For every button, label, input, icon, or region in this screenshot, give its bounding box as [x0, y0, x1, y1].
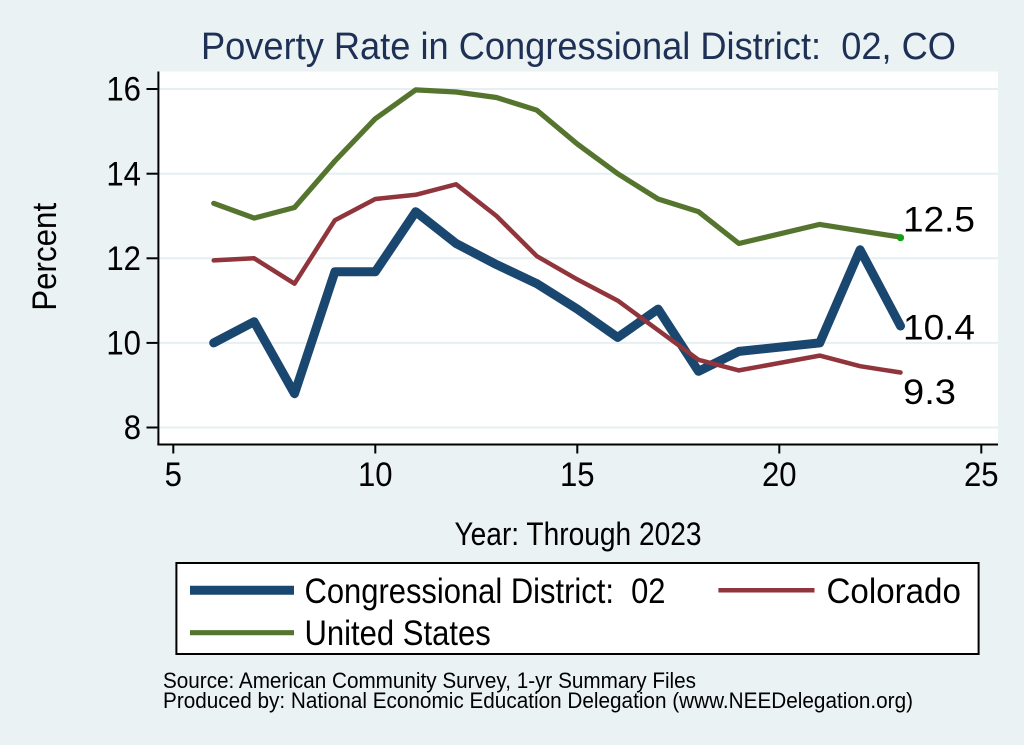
- svg-text:25: 25: [964, 456, 999, 494]
- svg-text:Source: American Community Sur: Source: American Community Survey, 1-yr …: [163, 668, 696, 693]
- svg-text:10: 10: [106, 325, 141, 363]
- svg-text:8: 8: [124, 409, 141, 447]
- svg-text:Year: Through 2023: Year: Through 2023: [455, 515, 702, 552]
- svg-text:Produced by: National Economic: Produced by: National Economic Education…: [163, 688, 913, 713]
- svg-text:10: 10: [358, 456, 393, 494]
- svg-text:12: 12: [106, 240, 141, 278]
- svg-text:9.3: 9.3: [903, 373, 956, 412]
- svg-text:16: 16: [106, 71, 141, 109]
- svg-text:Poverty Rate in Congressional: Poverty Rate in Congressional District: …: [201, 26, 956, 68]
- svg-text:Colorado: Colorado: [827, 572, 961, 611]
- svg-text:United States: United States: [305, 614, 491, 653]
- svg-text:15: 15: [560, 456, 595, 494]
- svg-text:20: 20: [762, 456, 797, 494]
- svg-text:5: 5: [165, 456, 182, 494]
- svg-text:10.4: 10.4: [903, 309, 975, 348]
- svg-text:Percent: Percent: [26, 202, 64, 310]
- svg-text:14: 14: [106, 155, 141, 193]
- svg-text:Congressional District: 02: Congressional District: 02: [305, 572, 666, 611]
- svg-text:12.5: 12.5: [903, 201, 975, 240]
